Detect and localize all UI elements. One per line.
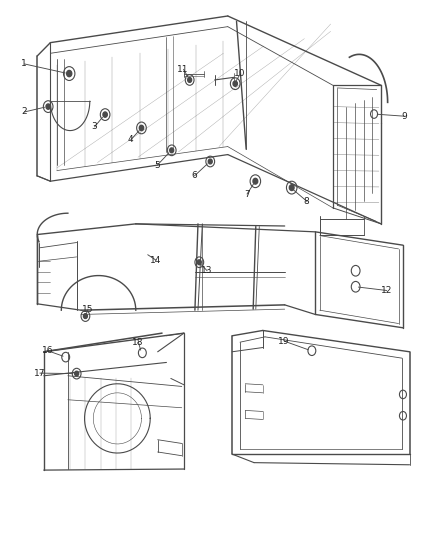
Text: 16: 16 bbox=[42, 346, 53, 355]
Text: 18: 18 bbox=[132, 338, 144, 346]
Text: 4: 4 bbox=[128, 135, 133, 144]
Text: 6: 6 bbox=[191, 172, 197, 180]
Text: 9: 9 bbox=[401, 112, 407, 120]
Circle shape bbox=[170, 148, 173, 153]
Text: 8: 8 bbox=[304, 197, 310, 206]
Text: 10: 10 bbox=[234, 69, 246, 78]
Circle shape bbox=[74, 371, 78, 376]
Text: 11: 11 bbox=[177, 65, 189, 74]
Circle shape bbox=[67, 70, 72, 77]
Text: 5: 5 bbox=[154, 161, 160, 169]
Text: 13: 13 bbox=[201, 266, 212, 275]
Circle shape bbox=[83, 313, 87, 319]
Text: 3: 3 bbox=[91, 123, 97, 131]
Circle shape bbox=[103, 112, 107, 117]
Circle shape bbox=[197, 260, 201, 265]
Text: 15: 15 bbox=[82, 305, 93, 313]
Circle shape bbox=[290, 185, 294, 190]
Text: 14: 14 bbox=[150, 256, 161, 264]
Circle shape bbox=[46, 104, 50, 109]
Circle shape bbox=[233, 81, 237, 86]
Text: 1: 1 bbox=[21, 60, 27, 68]
Text: 2: 2 bbox=[21, 108, 27, 116]
Circle shape bbox=[187, 77, 192, 83]
Circle shape bbox=[139, 125, 144, 131]
Circle shape bbox=[208, 159, 212, 164]
Circle shape bbox=[253, 179, 258, 184]
Text: 19: 19 bbox=[278, 337, 290, 345]
Text: 12: 12 bbox=[381, 286, 392, 295]
Text: 7: 7 bbox=[244, 190, 250, 198]
Text: 17: 17 bbox=[34, 369, 45, 377]
